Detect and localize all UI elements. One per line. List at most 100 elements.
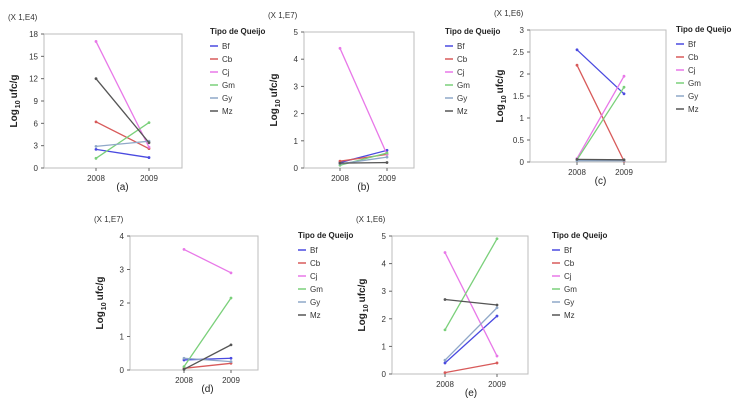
y-axis-title-sub: 10 xyxy=(501,95,508,103)
data-point xyxy=(229,343,233,347)
y-tick-label: 15 xyxy=(29,52,38,61)
legend-entry: Gy xyxy=(564,298,574,307)
plot-frame xyxy=(303,31,415,169)
y-tick-label: 1 xyxy=(520,114,525,123)
y-axis-title-unit: ufc/g xyxy=(495,69,506,93)
legend-entry: Bf xyxy=(222,42,230,51)
legend-entry: Cb xyxy=(222,55,233,64)
legend-entry: Mz xyxy=(222,107,233,116)
data-point xyxy=(622,158,626,162)
panel-label: (e) xyxy=(465,388,477,399)
data-point xyxy=(385,161,389,164)
y-tick-label: 2 xyxy=(294,110,299,119)
data-point xyxy=(443,298,447,301)
legend-entry: Bf xyxy=(564,246,572,255)
data-point xyxy=(495,314,499,318)
y-axis-title-sub: 10 xyxy=(15,100,22,108)
series-line-cb xyxy=(444,362,498,374)
y-tick-label: 0 xyxy=(520,158,525,167)
data-point xyxy=(182,248,186,251)
data-point xyxy=(229,296,233,300)
data-point xyxy=(229,271,233,275)
y-tick-label: 1 xyxy=(120,333,125,342)
y-tick-label: 2 xyxy=(120,299,125,308)
y-tick-label: 2 xyxy=(382,315,387,324)
y-tick-label: 4 xyxy=(294,55,299,64)
data-point xyxy=(338,46,342,50)
y-axis-title-main: Log xyxy=(269,108,280,126)
series-line-gm xyxy=(183,297,232,368)
series-line-cb xyxy=(183,362,232,369)
plot-frame xyxy=(391,235,529,375)
data-point xyxy=(94,156,98,160)
y-axis-title: Log10 ufc/g xyxy=(9,74,22,127)
y-tick-label: 0 xyxy=(34,164,39,173)
legend-title: Tipo de Queijo xyxy=(298,231,354,240)
y-tick-label: 9 xyxy=(34,97,39,106)
data-point xyxy=(495,237,499,241)
legend-entry: Gy xyxy=(688,92,698,101)
y-tick-label: 0.5 xyxy=(513,136,525,145)
y-axis-title: Log10 ufc/g xyxy=(357,278,370,331)
data-point xyxy=(147,156,151,159)
data-point xyxy=(622,92,626,96)
y-axis-title-main: Log xyxy=(495,104,506,122)
legend-entry: Bf xyxy=(457,42,465,51)
y-tick-label: 4 xyxy=(120,232,125,241)
series-line-cb xyxy=(95,121,150,150)
data-point xyxy=(182,365,186,369)
data-point xyxy=(147,141,151,145)
data-point xyxy=(443,328,447,332)
data-point xyxy=(495,306,499,310)
y-tick-label: 4 xyxy=(382,260,387,269)
y-tick-label: 12 xyxy=(29,75,38,84)
y-tick-label: 3 xyxy=(382,287,387,296)
series-line-cb xyxy=(576,64,625,162)
y-axis-title-main: Log xyxy=(9,109,20,127)
legend-entry: Cj xyxy=(222,68,230,77)
x-tick-label: 2009 xyxy=(222,376,240,385)
series-line-cj xyxy=(576,75,625,159)
data-point xyxy=(385,151,389,155)
x-tick-label: 2009 xyxy=(615,168,633,177)
data-point xyxy=(147,121,151,124)
data-point xyxy=(495,354,499,358)
series-line-gy xyxy=(444,307,498,361)
y-axis-title-unit: ufc/g xyxy=(269,73,280,97)
data-point xyxy=(94,77,98,81)
scale-label: (X 1,E7) xyxy=(268,11,298,20)
data-point xyxy=(385,155,389,159)
data-point xyxy=(495,361,499,365)
data-point xyxy=(147,145,151,149)
x-tick-label: 2008 xyxy=(175,376,193,385)
legend-entry: Gy xyxy=(457,94,467,103)
data-point xyxy=(575,48,579,52)
legend-entry: Gm xyxy=(564,285,577,294)
x-tick-label: 2008 xyxy=(331,174,349,183)
y-axis-title: Log10 ufc/g xyxy=(95,276,108,329)
series-line-bf xyxy=(576,49,625,95)
legend-entry: Bf xyxy=(310,246,318,255)
series-line-gy xyxy=(95,140,150,148)
series-line-gy xyxy=(183,357,232,363)
y-axis-title-unit: ufc/g xyxy=(95,276,106,300)
y-axis-title-main: Log xyxy=(357,313,368,331)
legend-entry: Cj xyxy=(564,272,572,281)
legend-entry: Cb xyxy=(457,55,468,64)
y-tick-label: 1 xyxy=(294,137,299,146)
series-line-cj xyxy=(95,41,150,148)
y-tick-label: 3 xyxy=(120,266,125,275)
legend-entry: Gm xyxy=(688,79,701,88)
data-point xyxy=(94,147,98,151)
data-point xyxy=(182,367,186,371)
x-tick-label: 2008 xyxy=(436,380,454,389)
legend-entry: Cb xyxy=(564,259,575,268)
data-point xyxy=(575,63,579,67)
legend-entry: Mz xyxy=(564,311,575,320)
legend-entry: Mz xyxy=(457,107,468,116)
y-axis-title: Log10 ufc/g xyxy=(269,73,282,126)
legend-title: Tipo de Queijo xyxy=(676,25,732,34)
scale-label: (X 1,E6) xyxy=(356,215,386,224)
data-point xyxy=(443,371,447,375)
